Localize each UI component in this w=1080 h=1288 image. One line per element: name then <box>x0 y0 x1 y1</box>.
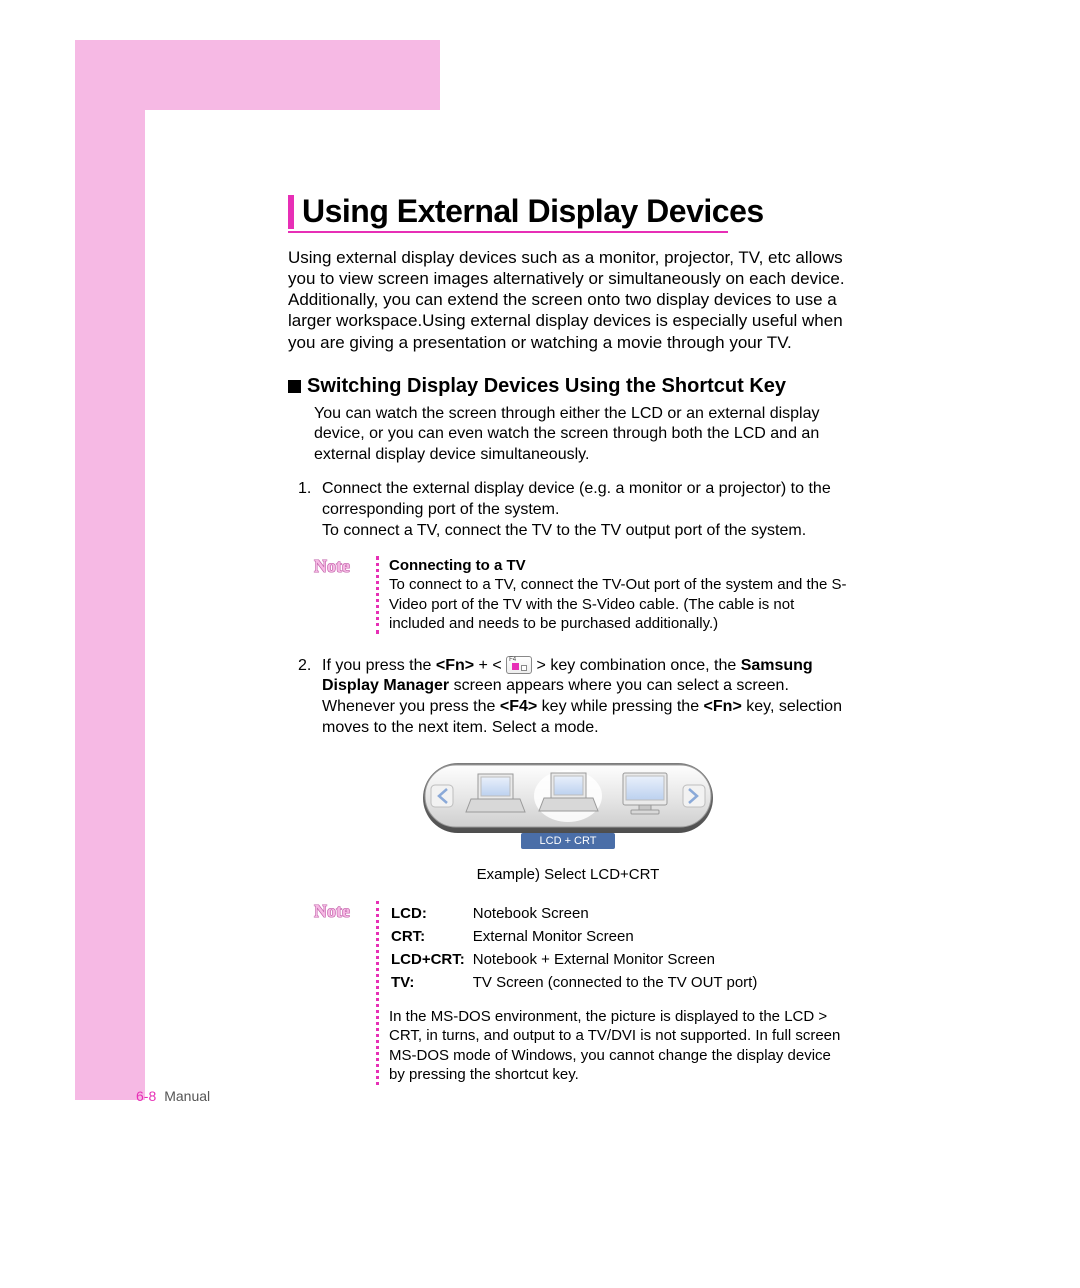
section-heading: Switching Display Devices Using the Shor… <box>288 375 848 398</box>
section-heading-text: Switching Display Devices Using the Shor… <box>307 375 786 397</box>
list-item: 1. Connect the external display device (… <box>298 479 848 541</box>
list-number: 1. <box>298 479 322 541</box>
note-heading: Connecting to a TV <box>389 557 526 574</box>
page-number: 6-8 <box>136 1088 156 1104</box>
note-label: Note <box>314 901 370 1085</box>
ordered-list: 1. Connect the external display device (… <box>298 479 848 541</box>
square-bullet-icon <box>288 380 301 393</box>
note-block: Note Connecting to a TV To connect to a … <box>314 556 848 634</box>
footer-label: Manual <box>164 1088 210 1104</box>
next-arrow-icon <box>683 785 705 807</box>
list-number: 2. <box>298 656 322 739</box>
page-footer: 6-8 Manual <box>136 1088 210 1104</box>
table-row: TV:TV Screen (connected to the TV OUT po… <box>391 972 757 993</box>
list-text: If you press the <Fn> + < F4 > key combi… <box>322 656 848 739</box>
section-body: You can watch the screen through either … <box>314 404 848 465</box>
dotted-separator <box>376 556 379 634</box>
prev-arrow-icon <box>431 785 453 807</box>
list-item: 2. If you press the <Fn> + < F4 > key co… <box>298 656 848 739</box>
note-body: Connecting to a TV To connect to a TV, c… <box>389 556 848 634</box>
dotted-separator <box>376 901 379 1085</box>
msdos-note: In the MS-DOS environment, the picture i… <box>389 1007 848 1085</box>
laptop-icon <box>534 770 602 822</box>
note-label: Note <box>314 556 370 634</box>
display-selector: LCD + CRT <box>421 757 715 851</box>
figure-caption: Example) Select LCD+CRT <box>288 866 848 883</box>
note-body: LCD:Notebook Screen CRT:External Monitor… <box>389 901 848 1085</box>
title-underline <box>288 231 728 233</box>
f4-key-icon: F4 <box>506 656 532 674</box>
table-row: CRT:External Monitor Screen <box>391 926 757 947</box>
list-text: Connect the external display device (e.g… <box>322 479 848 541</box>
page: Using External Display Devices Using ext… <box>0 0 1080 1288</box>
selector-caption: LCD + CRT <box>540 835 597 847</box>
ordered-list: 2. If you press the <Fn> + < F4 > key co… <box>298 656 848 739</box>
decorative-frame-left <box>75 40 145 1100</box>
intro-paragraph: Using external display devices such as a… <box>288 247 848 353</box>
table-row: LCD:Notebook Screen <box>391 903 757 924</box>
definitions-table: LCD:Notebook Screen CRT:External Monitor… <box>389 901 759 995</box>
table-row: LCD+CRT:Notebook + External Monitor Scre… <box>391 949 757 970</box>
content-column: Using External Display Devices Using ext… <box>288 195 848 1085</box>
display-selector-figure: LCD + CRT Example) Select LCD+CRT <box>288 757 848 883</box>
page-title: Using External Display Devices <box>288 195 848 229</box>
note-block: Note LCD:Notebook Screen CRT:External Mo… <box>314 901 848 1085</box>
